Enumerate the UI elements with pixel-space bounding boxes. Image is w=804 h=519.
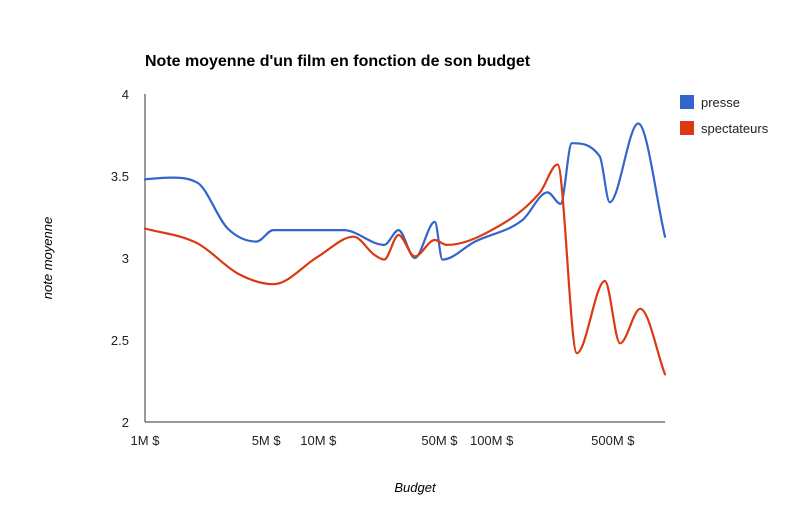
x-tick-label: 5M $ — [252, 433, 282, 448]
legend-swatch-presse — [680, 95, 694, 109]
y-tick-label: 2 — [122, 415, 129, 430]
x-tick-labels: 1M $ 5M $ 10M $ 50M $ 100M $ 500M $ — [131, 433, 636, 448]
y-tick-label: 3 — [122, 251, 129, 266]
y-tick-label: 2.5 — [111, 333, 129, 348]
y-axis-title: note moyenne — [40, 217, 55, 299]
y-tick-label: 4 — [122, 87, 129, 102]
legend: presse spectateurs — [680, 95, 769, 136]
series-line-presse — [143, 122, 667, 261]
x-tick-label: 1M $ — [131, 433, 161, 448]
legend-swatch-spectateurs — [680, 121, 694, 135]
legend-label-presse: presse — [701, 95, 740, 110]
series-lines — [143, 122, 667, 376]
series-line-spectateurs — [143, 163, 667, 376]
y-tick-labels: 2 2.5 3 3.5 4 — [111, 87, 129, 430]
x-tick-label: 10M $ — [300, 433, 337, 448]
y-tick-label: 3.5 — [111, 169, 129, 184]
chart-title: Note moyenne d'un film en fonction de so… — [145, 53, 531, 70]
x-tick-label: 100M $ — [470, 433, 514, 448]
plot-area — [144, 94, 665, 423]
x-tick-label: 500M $ — [591, 433, 635, 448]
legend-label-spectateurs: spectateurs — [701, 121, 769, 136]
x-axis-title: Budget — [394, 480, 437, 495]
x-tick-label: 50M $ — [421, 433, 458, 448]
